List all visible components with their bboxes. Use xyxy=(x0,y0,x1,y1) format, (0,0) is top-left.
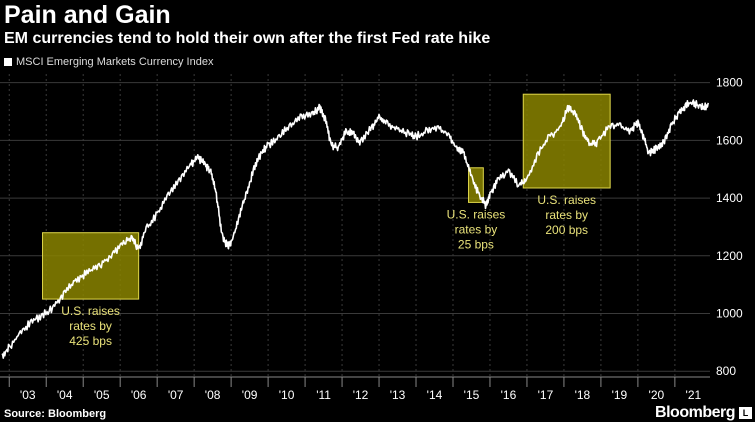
x-tick-label: '14 xyxy=(427,388,443,402)
x-tick-label: '03 xyxy=(20,388,36,402)
annotation-label-2: 25 bps xyxy=(458,237,494,251)
x-tick-label: '05 xyxy=(94,388,110,402)
annotation-label-2: rates by xyxy=(455,222,498,236)
annotation-label-3: U.S. raises xyxy=(537,193,596,207)
x-tick-label: '21 xyxy=(686,388,702,402)
chart-legend: MSCI Emerging Markets Currency Index xyxy=(4,55,213,69)
source-note: Source: Bloomberg xyxy=(4,408,107,420)
annotation-label-3: rates by xyxy=(545,208,588,222)
axis-layer: 800 1000 1200 1400 1600 1800 '03 '04 '05 '06 '07 '0… xyxy=(0,76,743,402)
annotation-label-2: U.S. raises xyxy=(447,207,506,221)
legend-label: MSCI Emerging Markets Currency Index xyxy=(16,56,214,68)
x-tick-label: '07 xyxy=(168,388,184,402)
x-tick-label: '16 xyxy=(501,388,517,402)
annotation-label-1: rates by xyxy=(69,319,112,333)
bloomberg-badge-icon: L xyxy=(739,407,752,419)
y-tick-label: 1600 xyxy=(716,133,743,147)
x-tick-label: '06 xyxy=(131,388,147,402)
series-line-1 xyxy=(1,99,709,359)
y-tick-label: 1000 xyxy=(716,307,743,321)
bloomberg-logo: Bloomberg xyxy=(655,404,735,421)
x-tick-label: '04 xyxy=(57,388,73,402)
x-tick-label: '19 xyxy=(612,388,628,402)
page-title: Pain and Gain xyxy=(4,1,171,29)
page-subtitle: EM currencies tend to hold their own aft… xyxy=(4,30,491,47)
x-tick-label: '11 xyxy=(316,388,331,402)
y-tick-label: 1400 xyxy=(716,191,743,205)
x-tick-label: '13 xyxy=(390,388,406,402)
legend-swatch-icon xyxy=(4,58,12,66)
y-tick-label: 800 xyxy=(716,364,736,378)
x-tick-label: '10 xyxy=(279,388,295,402)
x-tick-label: '12 xyxy=(353,388,369,402)
y-tick-label: 1200 xyxy=(716,249,743,263)
y-tick-label: 1800 xyxy=(716,76,743,90)
annotation-label-3: 200 bps xyxy=(545,223,588,237)
x-tick-label: '08 xyxy=(205,388,221,402)
x-tick-label: '09 xyxy=(242,388,258,402)
annotation-label-1: 425 bps xyxy=(69,334,112,348)
annotation-label-1: U.S. raises xyxy=(61,304,120,318)
x-tick-label: '17 xyxy=(538,388,554,402)
line-layer xyxy=(1,99,709,359)
x-tick-label: '15 xyxy=(464,388,480,402)
x-tick-label: '18 xyxy=(575,388,591,402)
x-tick-label: '20 xyxy=(649,388,665,402)
